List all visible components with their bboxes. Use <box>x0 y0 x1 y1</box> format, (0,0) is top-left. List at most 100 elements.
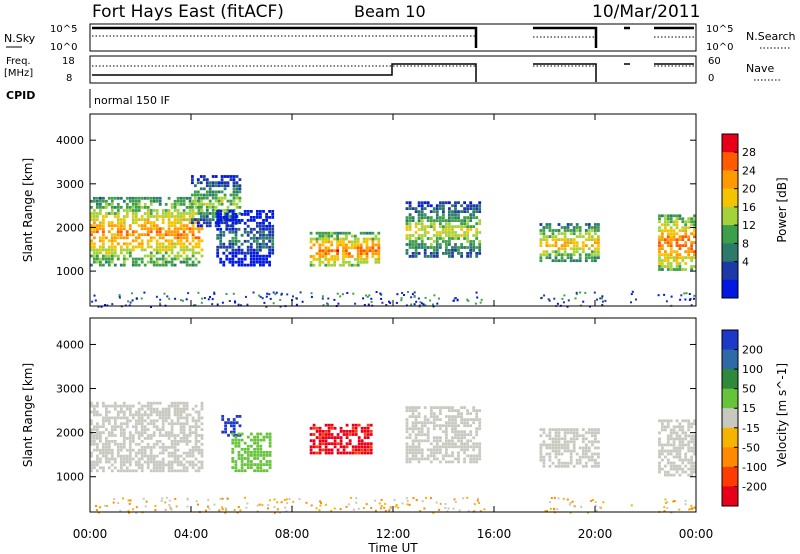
data-cell <box>572 232 576 235</box>
data-cell <box>137 257 141 261</box>
data-cell <box>96 224 99 227</box>
data-cell <box>451 451 454 455</box>
data-cell <box>435 457 439 461</box>
data-cell <box>336 442 340 446</box>
data-cell <box>597 238 600 241</box>
data-cell <box>223 196 227 200</box>
data-cell <box>405 237 409 240</box>
noise-cell <box>239 509 242 512</box>
data-cell <box>566 244 570 247</box>
data-cell <box>426 448 430 452</box>
data-cell <box>469 412 473 415</box>
data-cell <box>411 442 415 446</box>
data-cell <box>475 427 479 431</box>
data-cell <box>578 232 582 235</box>
data-cell <box>405 442 409 446</box>
data-cell <box>661 268 664 271</box>
data-cell <box>237 432 241 436</box>
data-cell <box>457 201 460 205</box>
noise-cell <box>579 291 582 294</box>
data-cell <box>420 222 424 225</box>
data-cell <box>96 227 99 231</box>
data-cell <box>249 263 253 267</box>
data-cell <box>321 243 325 247</box>
data-cell <box>681 259 685 262</box>
data-cell <box>149 434 153 437</box>
data-cell <box>202 193 206 197</box>
y-tick-label: 3000 <box>56 178 84 191</box>
data-cell <box>152 466 156 470</box>
data-cell <box>134 257 138 261</box>
data-cell <box>457 430 460 434</box>
data-cell <box>265 233 268 237</box>
data-cell <box>475 216 479 219</box>
data-cell <box>554 431 558 435</box>
data-cell <box>466 409 469 412</box>
data-cell <box>664 449 667 453</box>
data-cell <box>167 196 171 200</box>
data-cell <box>271 239 275 243</box>
data-cell <box>318 439 322 443</box>
data-cell <box>110 431 114 434</box>
data-cell <box>460 210 463 213</box>
data-cell <box>185 224 189 227</box>
data-cell <box>149 230 153 234</box>
data-cell <box>152 469 156 473</box>
data-cell <box>191 230 195 234</box>
data-cell <box>369 442 373 446</box>
data-cell <box>371 243 375 247</box>
data-cell <box>149 227 153 231</box>
data-cell <box>672 473 676 477</box>
data-cell <box>554 434 558 438</box>
data-cell <box>99 227 102 231</box>
data-cell <box>158 230 162 234</box>
data-cell <box>342 240 345 244</box>
data-cell <box>377 252 381 255</box>
data-cell <box>309 231 313 235</box>
data-cell <box>102 206 105 209</box>
data-cell <box>587 223 591 226</box>
data-cell <box>234 239 238 243</box>
data-cell <box>359 243 363 247</box>
data-cell <box>182 260 186 264</box>
data-cell <box>414 448 418 452</box>
data-cell <box>666 268 670 271</box>
colorbar-tick-label: 12 <box>742 219 756 232</box>
data-cell <box>539 238 543 241</box>
data-cell <box>451 255 454 258</box>
data-cell <box>223 221 227 225</box>
data-cell <box>262 435 266 439</box>
data-cell <box>262 438 266 442</box>
noise-cell <box>452 507 455 510</box>
data-cell <box>216 219 220 222</box>
data-cell <box>259 248 262 252</box>
data-cell <box>374 258 378 261</box>
data-cell <box>672 467 676 471</box>
data-cell <box>96 248 99 252</box>
data-cell <box>113 460 117 464</box>
data-cell <box>259 257 262 261</box>
data-cell <box>268 435 272 439</box>
data-cell <box>176 239 180 243</box>
data-cell <box>472 213 476 216</box>
data-cell <box>152 196 156 200</box>
data-cell <box>463 457 466 461</box>
data-cell <box>369 445 373 449</box>
noise-cell <box>363 304 366 306</box>
data-cell <box>693 223 696 227</box>
noise-cell <box>319 500 322 503</box>
noise-cell <box>389 506 392 509</box>
data-cell <box>246 463 250 466</box>
colorbar-swatch <box>722 349 738 370</box>
data-cell <box>158 196 162 200</box>
data-cell <box>268 460 272 463</box>
data-cell <box>669 443 673 447</box>
data-cell <box>202 215 206 218</box>
data-cell <box>194 242 198 246</box>
data-cell <box>194 196 197 200</box>
data-cell <box>113 442 117 446</box>
data-cell <box>249 254 253 258</box>
data-cell <box>107 416 111 420</box>
data-cell <box>366 445 370 449</box>
